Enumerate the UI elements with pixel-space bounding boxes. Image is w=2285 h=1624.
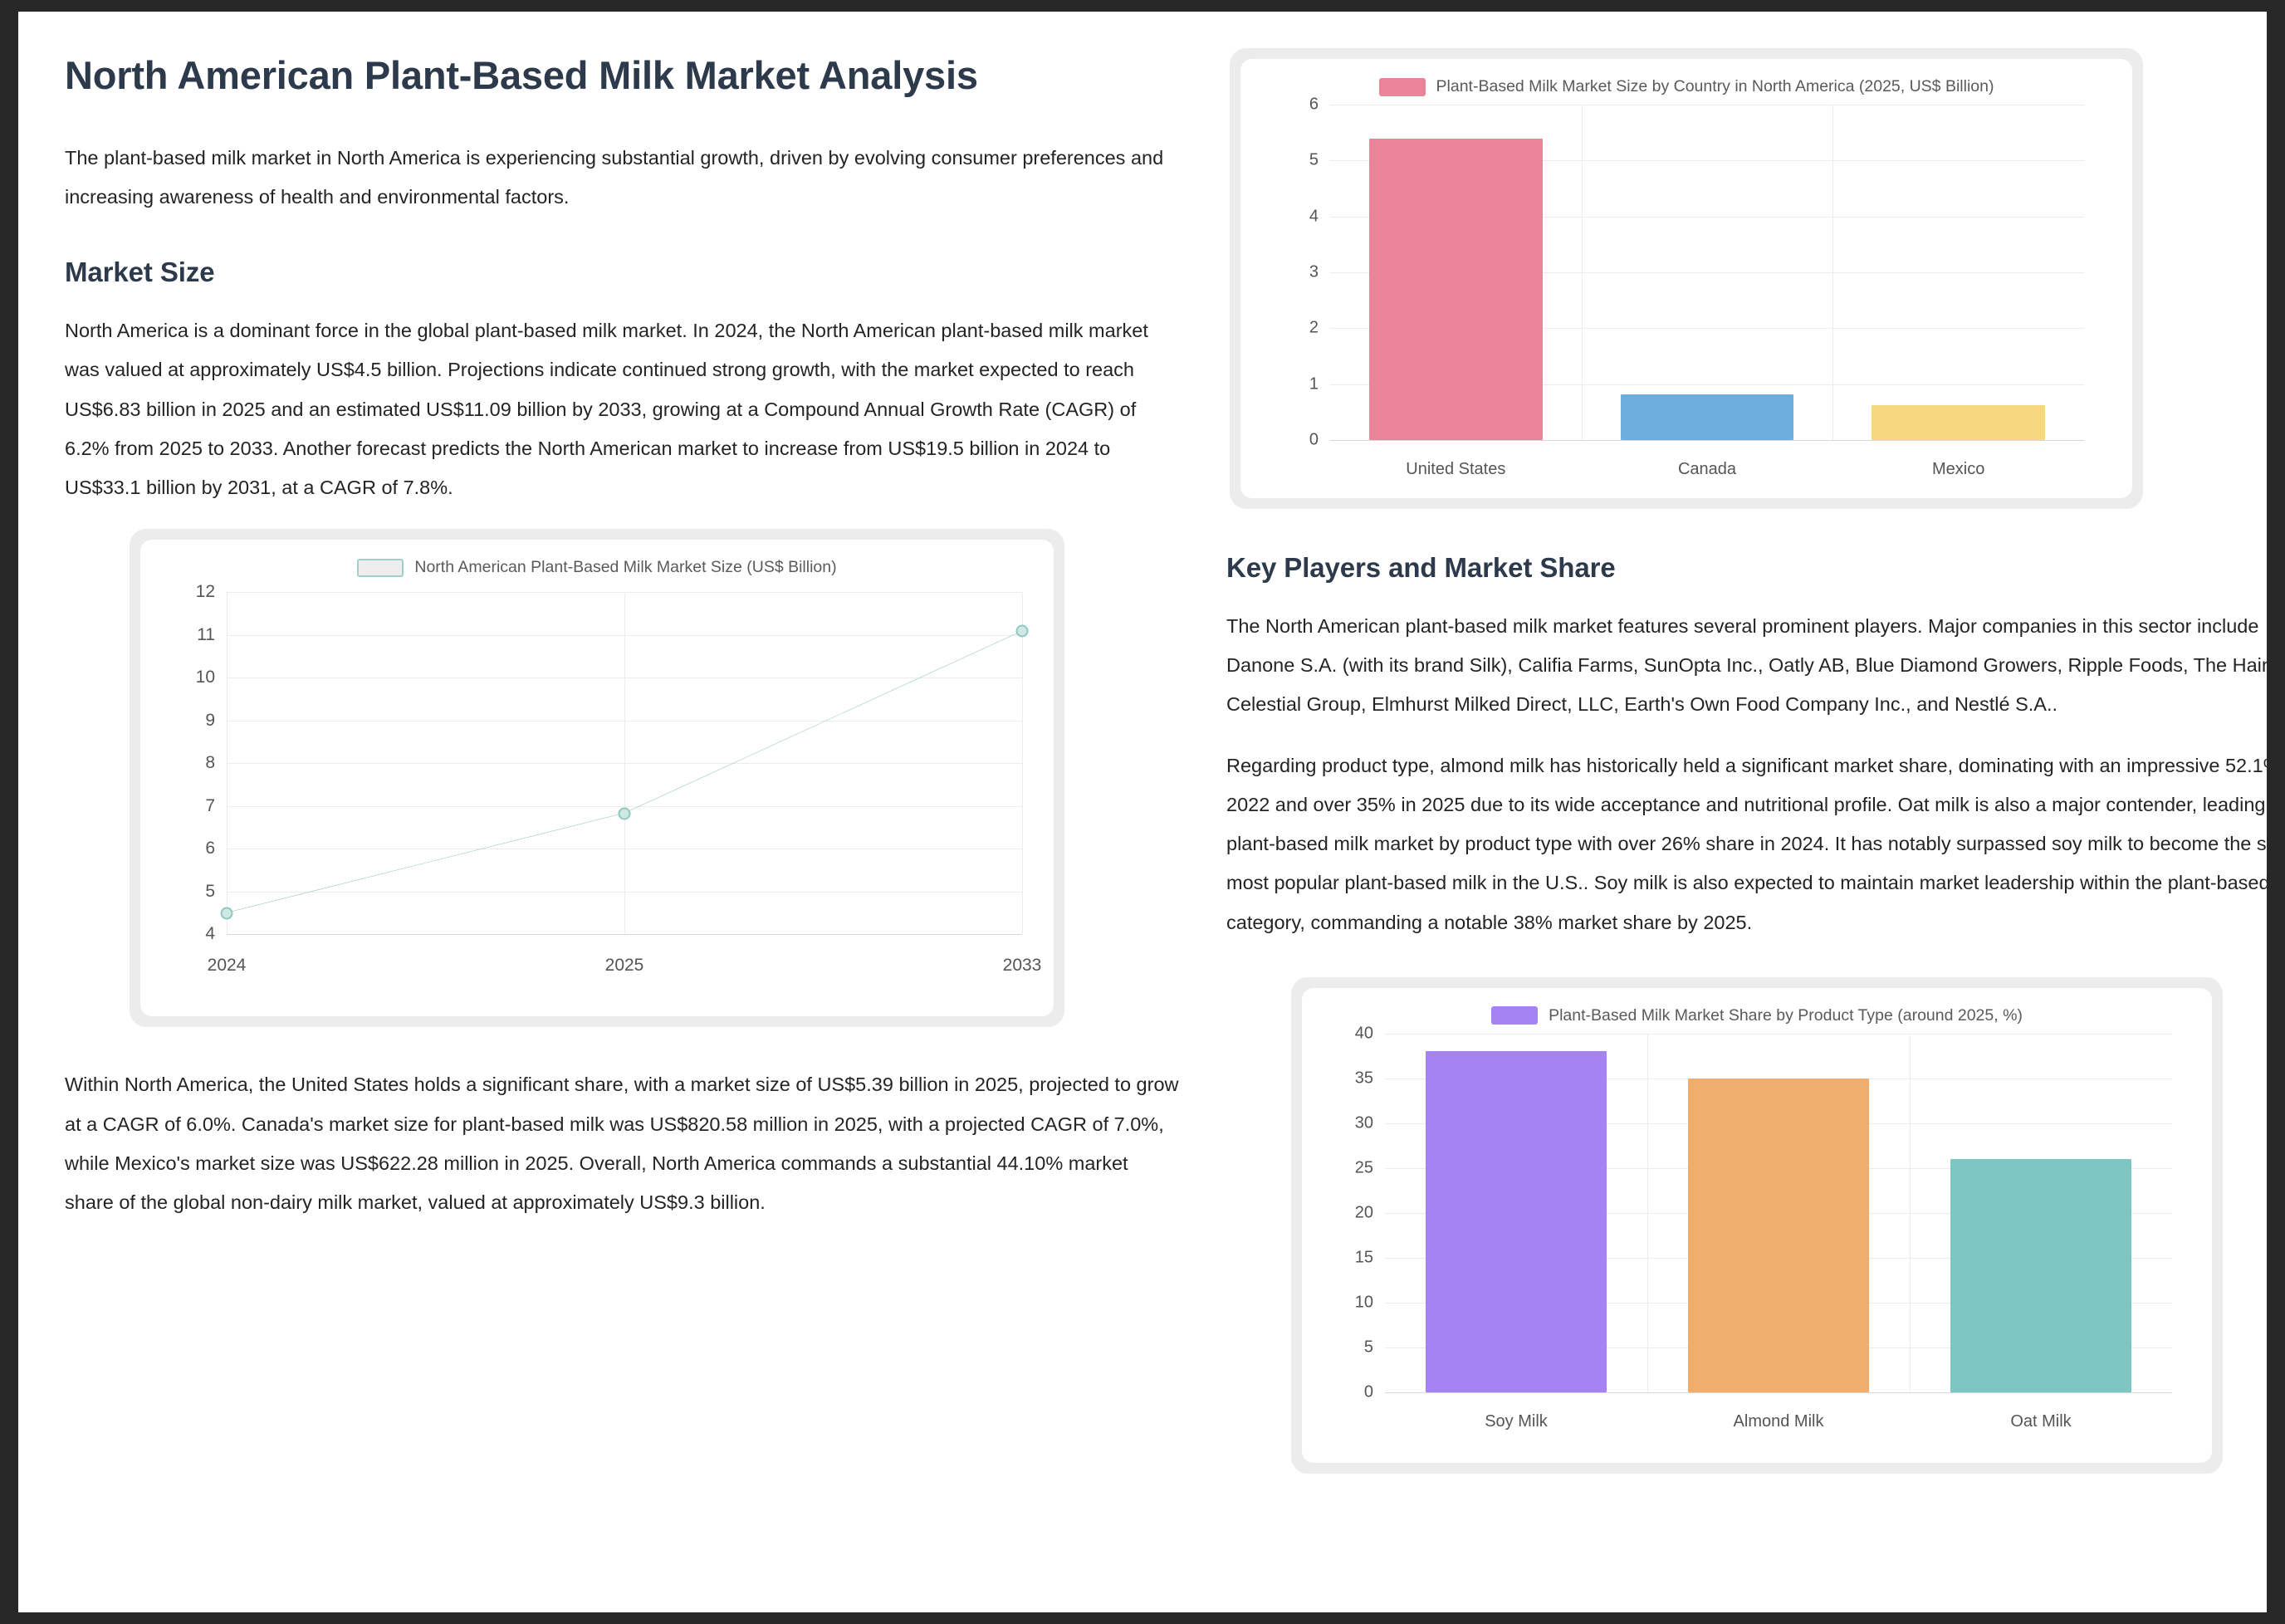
chart-card-product-type-share: Plant-Based Milk Market Share by Product… <box>1291 976 2223 1474</box>
bar-soy-milk[interactable] <box>1425 1051 1607 1392</box>
chart-inner-panel: North American Plant-Based Milk Market S… <box>140 540 1054 1017</box>
bar-oat-milk[interactable] <box>1950 1159 2131 1392</box>
legend-swatch-icon <box>1378 77 1426 96</box>
y-axis-tick-label: 1 <box>1309 374 1319 394</box>
x-axis-tick-label: Almond Milk <box>1733 1411 1824 1431</box>
bar-plot-area: 0 1 2 3 4 5 6 United States Canada Mexico <box>1309 95 2084 478</box>
gridline <box>1330 328 2084 330</box>
gridline <box>1330 440 2084 441</box>
y-axis-tick-label: 7 <box>205 795 215 815</box>
market-size-paragraph-2: Within North America, the United States … <box>65 1074 1179 1214</box>
x-gridline <box>624 592 625 935</box>
right-column: Plant-Based Milk Market Size by Country … <box>1226 48 2267 1612</box>
x-axis-tick-label: 2033 <box>1002 956 1042 976</box>
left-column: North American Plant-Based Milk Market A… <box>65 48 1182 1612</box>
gridline <box>227 934 1022 936</box>
data-point-2033[interactable] <box>1015 624 1029 638</box>
y-axis-tick-label: 4 <box>205 924 215 944</box>
page-title: North American Plant-Based Milk Market A… <box>65 53 978 97</box>
gridline <box>1330 272 2084 273</box>
y-axis-tick-label: 35 <box>1354 1069 1373 1088</box>
legend-label: Plant-Based Milk Market Size by Country … <box>1436 77 1994 95</box>
x-axis-tick-label: Mexico <box>1931 460 1985 478</box>
section-heading-key-players: Key Players and Market Share <box>1226 552 1616 583</box>
key-players-paragraph-1: The North American plant-based milk mark… <box>1226 615 2267 716</box>
chart-inner-panel: Plant-Based Milk Market Share by Product… <box>1302 987 2212 1463</box>
y-axis-tick-label: 30 <box>1354 1113 1373 1132</box>
x-axis-tick-label: Canada <box>1677 460 1737 478</box>
bar-united-states[interactable] <box>1368 139 1543 440</box>
chart-legend: North American Plant-Based Milk Market S… <box>140 540 1054 577</box>
bar-mexico[interactable] <box>1872 405 2046 440</box>
gridline <box>1385 1392 2172 1393</box>
chart-legend: Plant-Based Milk Market Share by Product… <box>1302 988 2212 1025</box>
chart-card-north-american-market-size: North American Plant-Based Milk Market S… <box>130 529 1064 1028</box>
intro-paragraph: The plant-based milk market in North Ame… <box>65 146 1164 208</box>
category-divider <box>1646 1033 1648 1392</box>
legend-swatch-icon <box>1491 1006 1539 1025</box>
y-axis-tick-label: 5 <box>205 881 215 901</box>
gridline <box>1330 216 2084 218</box>
y-axis-tick-label: 10 <box>1354 1293 1373 1312</box>
category-divider <box>1581 105 1583 440</box>
y-axis-tick-label: 3 <box>1309 262 1319 281</box>
market-size-paragraph-1: North America is a dominant force in the… <box>65 320 1148 499</box>
x-gridline <box>1022 592 1023 935</box>
y-axis-tick-label: 2 <box>1309 318 1319 337</box>
y-axis-tick-label: 0 <box>1363 1382 1373 1401</box>
document-page: North American Plant-Based Milk Market A… <box>18 12 2267 1612</box>
gridline <box>1385 1033 2172 1035</box>
section-heading-market-size: Market Size <box>65 257 215 288</box>
gridline <box>1330 160 2084 162</box>
data-point-2025[interactable] <box>618 807 631 820</box>
chart-card-country-market-size: Plant-Based Milk Market Size by Country … <box>1230 48 2143 509</box>
category-divider <box>1832 105 1834 440</box>
x-axis-tick-label: Soy Milk <box>1485 1411 1548 1431</box>
x-axis-tick-label: 2025 <box>604 956 644 976</box>
legend-swatch-icon <box>357 558 404 577</box>
y-axis-tick-label: 6 <box>205 839 215 858</box>
bar-almond-milk[interactable] <box>1687 1078 1869 1392</box>
chart-legend: Plant-Based Milk Market Size by Country … <box>1240 59 2132 96</box>
category-divider <box>1909 1033 1911 1392</box>
bar-canada[interactable] <box>1620 394 1794 440</box>
x-gridline <box>227 592 228 935</box>
data-point-2024[interactable] <box>220 907 233 920</box>
y-axis-tick-label: 9 <box>205 710 215 730</box>
y-axis-tick-label: 20 <box>1354 1203 1373 1222</box>
two-column-layout: North American Plant-Based Milk Market A… <box>18 12 2267 1612</box>
y-axis-tick-label: 40 <box>1354 1024 1373 1043</box>
y-axis-tick-label: 12 <box>195 582 215 602</box>
y-axis-tick-label: 0 <box>1309 430 1319 449</box>
key-players-paragraph-2: Regarding product type, almond milk has … <box>1226 754 2267 933</box>
y-axis-tick-label: 6 <box>1309 95 1319 114</box>
y-axis-tick-label: 8 <box>205 753 215 773</box>
legend-label: Plant-Based Milk Market Share by Product… <box>1549 1005 2023 1025</box>
line-series <box>227 592 1022 934</box>
y-axis-tick-label: 15 <box>1354 1248 1373 1267</box>
bar-plot-area: 0 5 10 15 20 25 30 35 40 Soy Milk Almond Milk Oat M… <box>1355 1024 2172 1431</box>
legend-label: North American Plant-Based Milk Market S… <box>414 558 837 577</box>
gridline <box>1330 384 2084 385</box>
y-axis-tick-label: 5 <box>1309 150 1319 169</box>
y-axis-tick-label: 25 <box>1354 1158 1373 1177</box>
x-axis-tick-label: United States <box>1406 460 1506 478</box>
y-axis-tick-label: 11 <box>197 624 215 644</box>
chart-inner-panel: Plant-Based Milk Market Size by Country … <box>1240 59 2132 498</box>
y-axis-tick-label: 4 <box>1309 207 1319 226</box>
line-plot-area: 4 5 6 7 8 9 10 11 12 2024 2025 2033 <box>196 582 1042 975</box>
y-axis-tick-label: 5 <box>1363 1338 1373 1357</box>
x-axis-tick-label: Oat Milk <box>2010 1411 2072 1431</box>
x-axis-tick-label: 2024 <box>207 956 247 976</box>
y-axis-tick-label: 10 <box>195 668 215 687</box>
